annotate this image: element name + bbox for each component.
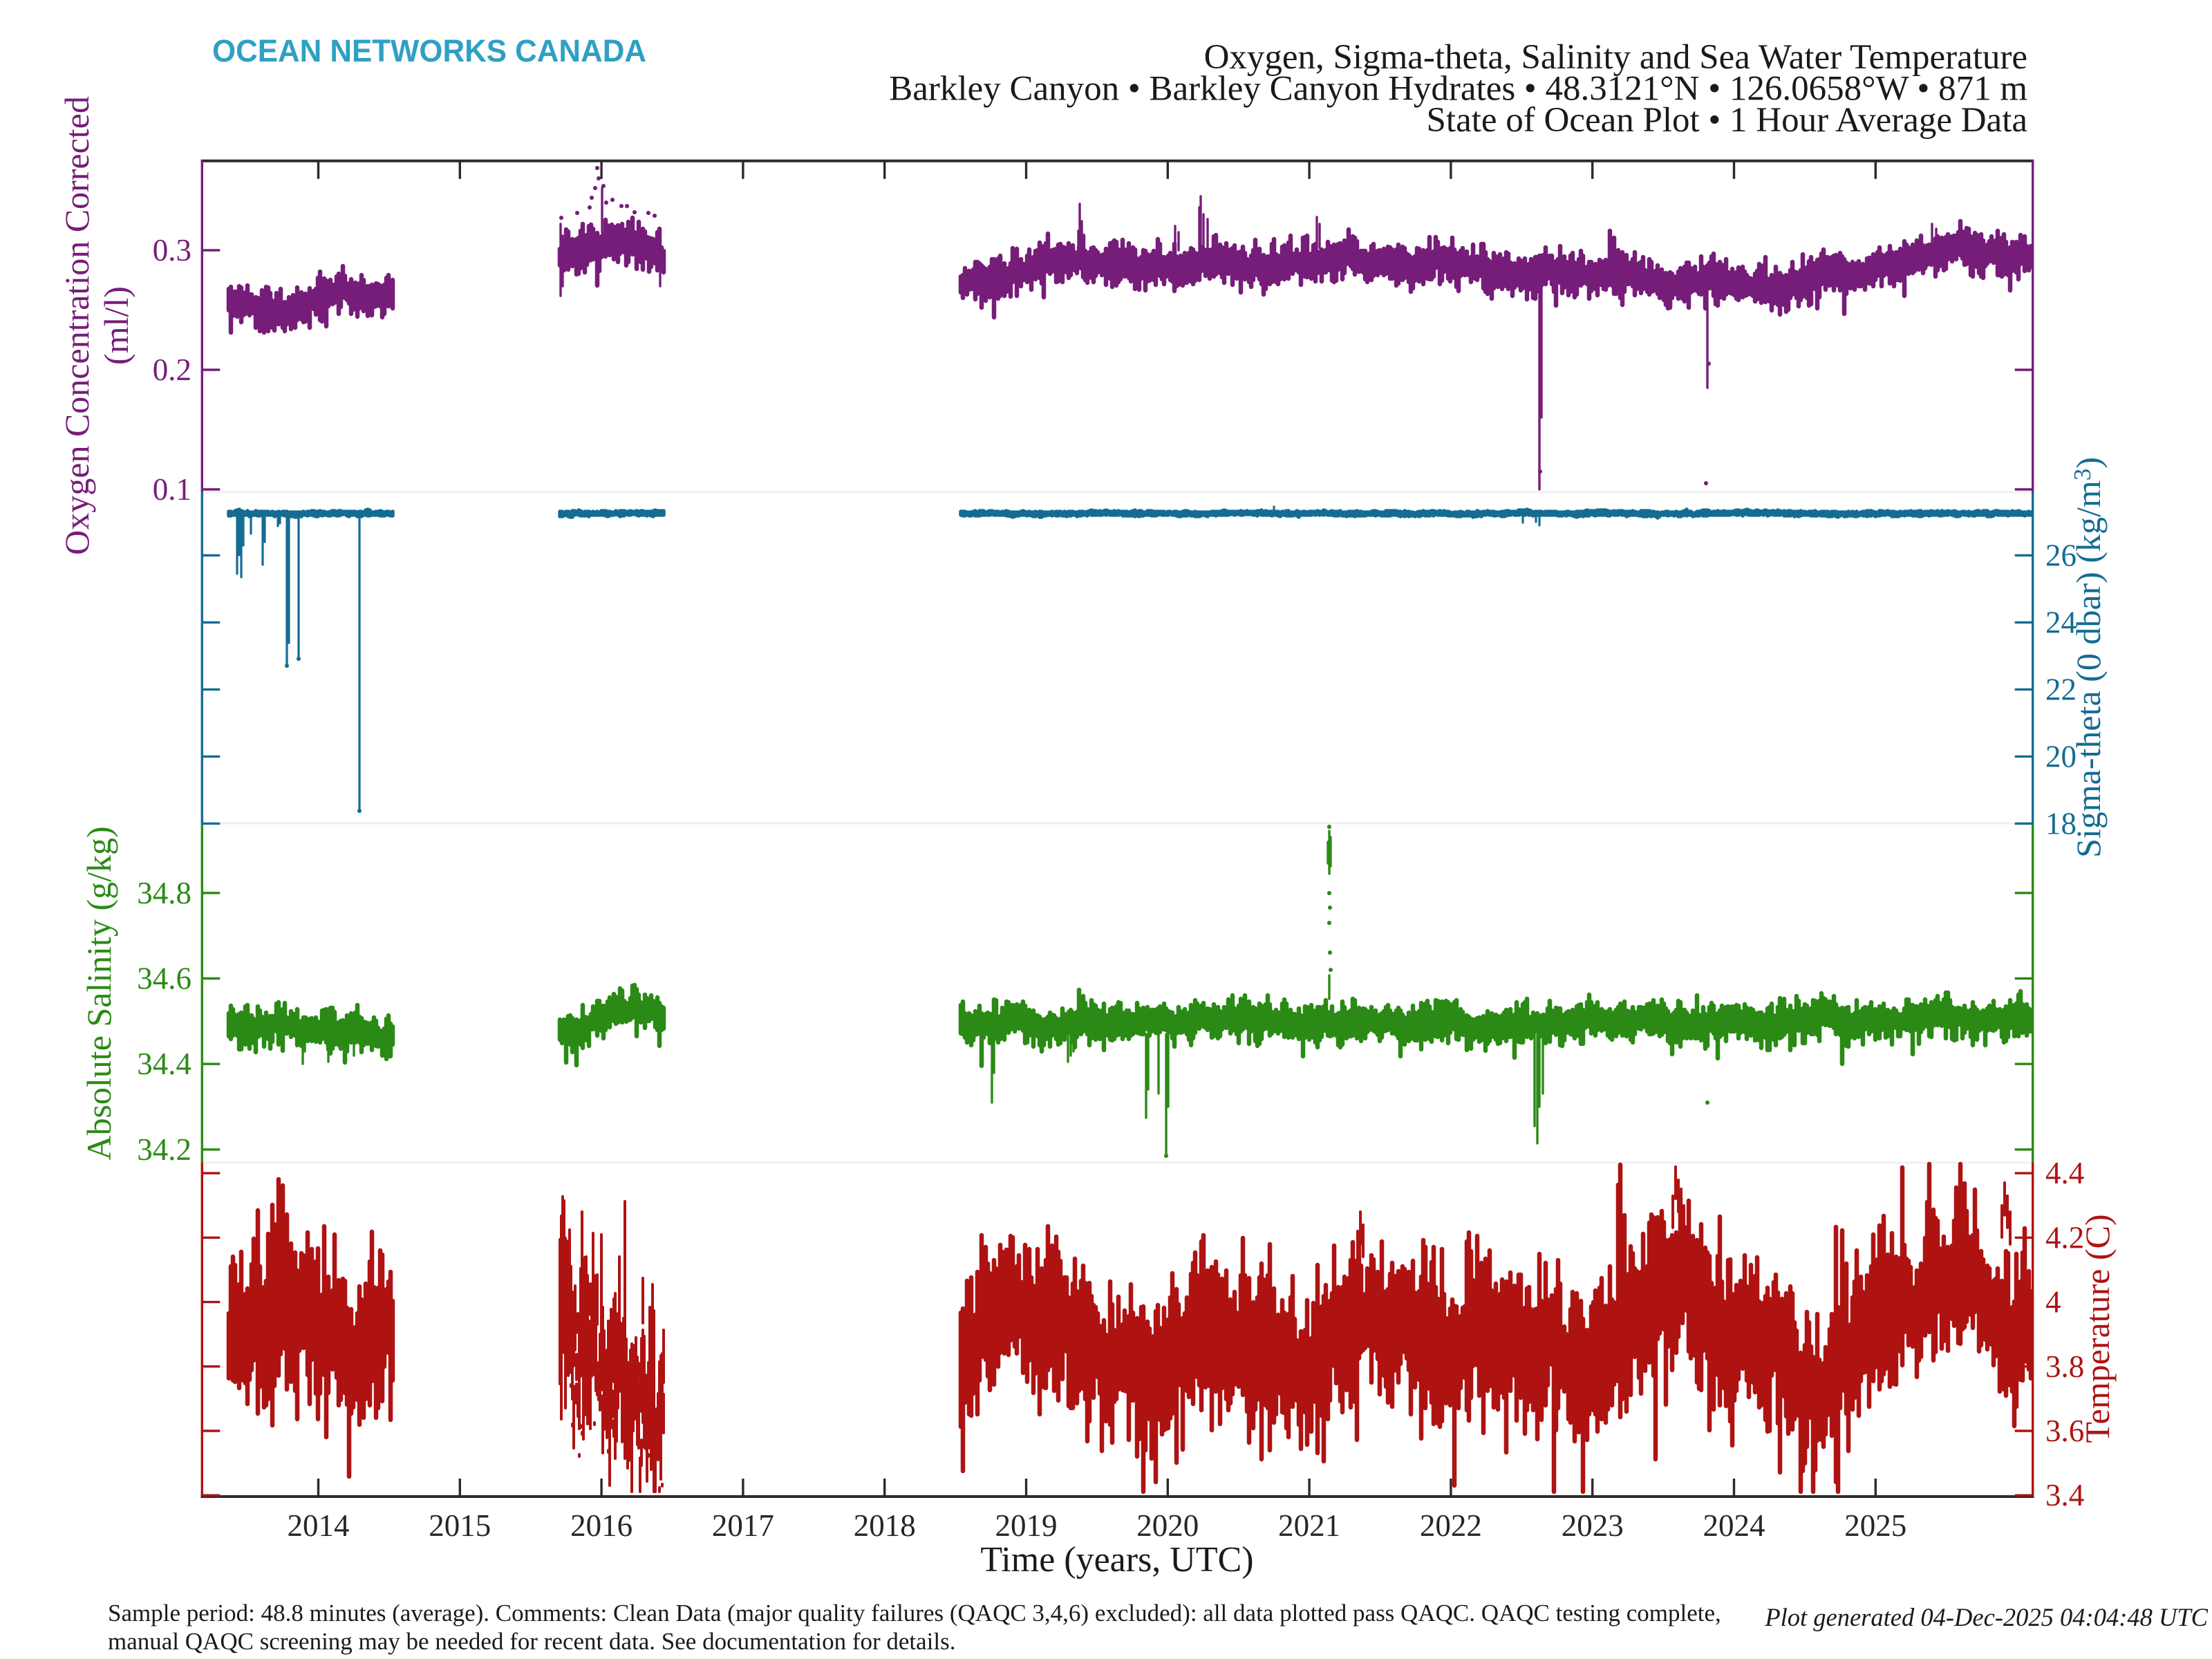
- svg-text:manual QAQC screening may be n: manual QAQC screening may be needed for …: [108, 1628, 956, 1655]
- svg-text:0.3: 0.3: [153, 233, 191, 268]
- svg-text:22: 22: [2045, 672, 2077, 706]
- svg-text:2018: 2018: [854, 1508, 916, 1543]
- svg-text:2021: 2021: [1278, 1508, 1340, 1543]
- svg-text:2025: 2025: [1844, 1508, 1906, 1543]
- svg-text:Oxygen, Sigma-theta, Salinity: Oxygen, Sigma-theta, Salinity and Sea Wa…: [1204, 38, 2027, 77]
- svg-text:4.2: 4.2: [2045, 1220, 2084, 1255]
- svg-text:(ml/l): (ml/l): [97, 286, 135, 365]
- svg-text:26: 26: [2045, 538, 2077, 572]
- svg-text:Absolute Salinity (g/kg): Absolute Salinity (g/kg): [79, 826, 118, 1160]
- svg-text:Plot generated 04-Dec-2025 04:: Plot generated 04-Dec-2025 04:04:48 UTC: [1764, 1603, 2208, 1631]
- svg-text:3.8: 3.8: [2045, 1349, 2084, 1384]
- svg-text:2014: 2014: [288, 1508, 350, 1543]
- svg-text:Time (years, UTC): Time (years, UTC): [980, 1540, 1253, 1580]
- svg-text:34.2: 34.2: [137, 1132, 191, 1167]
- svg-text:24: 24: [2045, 605, 2077, 639]
- svg-text:3.6: 3.6: [2045, 1414, 2084, 1448]
- svg-text:0.1: 0.1: [153, 472, 191, 507]
- svg-text:4.4: 4.4: [2045, 1156, 2084, 1190]
- svg-text:OCEAN NETWORKS CANADA: OCEAN NETWORKS CANADA: [212, 33, 646, 68]
- svg-text:2015: 2015: [429, 1508, 491, 1543]
- svg-text:34.8: 34.8: [137, 876, 191, 910]
- svg-text:18: 18: [2045, 806, 2077, 841]
- svg-text:3.4: 3.4: [2045, 1478, 2084, 1512]
- svg-text:Temperature (C): Temperature (C): [2078, 1214, 2117, 1443]
- svg-text:34.4: 34.4: [137, 1047, 191, 1081]
- svg-text:2020: 2020: [1136, 1508, 1199, 1543]
- svg-text:2022: 2022: [1420, 1508, 1482, 1543]
- svg-text:2019: 2019: [995, 1508, 1058, 1543]
- svg-text:2016: 2016: [570, 1508, 632, 1543]
- svg-text:Sigma-theta (0 dbar) (kg/m3): Sigma-theta (0 dbar) (kg/m3): [2069, 457, 2108, 858]
- svg-text:Sample period: 48.8 minutes (a: Sample period: 48.8 minutes (average). C…: [108, 1600, 1721, 1627]
- svg-text:34.6: 34.6: [137, 962, 191, 996]
- svg-text:20: 20: [2045, 739, 2077, 774]
- svg-text:0.2: 0.2: [153, 353, 191, 387]
- svg-text:Oxygen Concentration Corrected: Oxygen Concentration Corrected: [57, 96, 96, 555]
- svg-text:Barkley Canyon • Barkley Canyo: Barkley Canyon • Barkley Canyon Hydrates…: [889, 70, 2027, 109]
- svg-text:4: 4: [2045, 1285, 2061, 1320]
- svg-text:2017: 2017: [712, 1508, 774, 1543]
- svg-text:State of Ocean Plot • 1 Hour A: State of Ocean Plot • 1 Hour Average Dat…: [1427, 101, 2027, 140]
- svg-text:2024: 2024: [1703, 1508, 1765, 1543]
- svg-text:2023: 2023: [1562, 1508, 1624, 1543]
